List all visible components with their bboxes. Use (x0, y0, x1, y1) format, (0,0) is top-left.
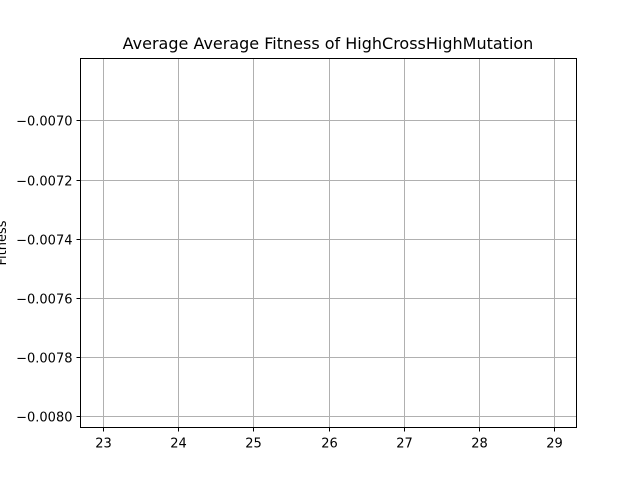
y-tick-label: −0.0078 (16, 352, 72, 367)
plot-frame (80, 58, 577, 428)
x-tick-label: 28 (471, 437, 488, 452)
y-tick-label: −0.0080 (16, 411, 72, 426)
y-tick-label: −0.0070 (16, 115, 72, 130)
ticks (76, 120, 555, 432)
y-tick-label: −0.0072 (16, 175, 72, 190)
x-tick-label: 24 (170, 437, 187, 452)
x-tick-label: 25 (245, 437, 262, 452)
y-tick-labels: −0.0070 −0.0072 −0.0074 −0.0076 −0.0078 −0.00… (16, 115, 72, 426)
y-tick-label: −0.0076 (16, 293, 72, 308)
x-tick-label: 29 (546, 437, 563, 452)
y-tick-label: −0.0074 (16, 234, 72, 249)
x-tick-label: 27 (396, 437, 413, 452)
x-tick-labels: 23 24 25 26 27 28 29 (95, 437, 563, 452)
y-axis-label: Fitness (0, 220, 10, 265)
x-tick-label: 23 (95, 437, 112, 452)
grid (80, 58, 577, 428)
x-tick-label: 26 (321, 437, 338, 452)
chart-title: Average Average Fitness of HighCrossHigh… (123, 34, 534, 53)
